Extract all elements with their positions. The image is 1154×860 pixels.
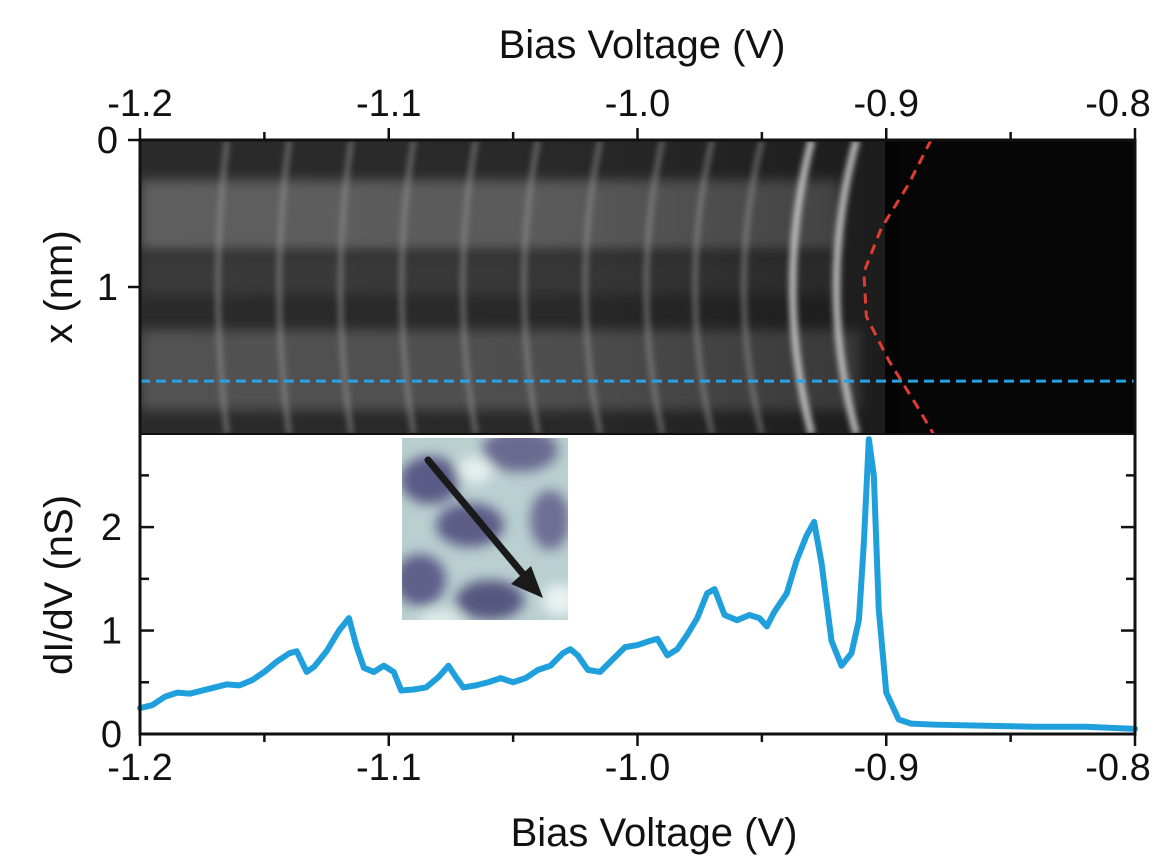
dIdV-series-line [137,436,1138,732]
top-x-tick-label: -1.1 [356,83,421,125]
bottom-x-axis-title: Bias Voltage (V) [511,811,798,855]
top-x-tick-labels: -1.2 -1.1 -1.0 -0.9 -0.8 [107,83,1150,125]
bottom-y-tick-label: 2 [101,507,122,549]
heatmap-texture [140,140,900,434]
top-y-axis-title: x (nm) [37,230,81,343]
bottom-x-tick-label: -1.2 [107,747,172,789]
bottom-x-tick-label: -0.8 [1085,747,1150,789]
heatmap-panel [140,140,1135,434]
arrow-head-icon [511,566,543,598]
top-y-tick-label: 1 [97,267,118,309]
top-x-tick-label: -0.8 [1085,83,1150,125]
scan-direction-arrow [424,456,532,584]
tick-marks [128,128,1137,746]
bottom-y-tick-label: 0 [101,714,122,756]
band-edge-curve [862,140,935,434]
bottom-x-tick-label: -0.9 [854,747,919,789]
bottom-x-tick-labels: -1.2 -1.1 -1.0 -0.9 -0.8 [107,747,1150,789]
bottom-x-tick-label: -1.0 [605,747,670,789]
top-x-tick-label: -0.9 [854,83,919,125]
top-y-tick-labels: 01 [97,120,118,309]
bottom-y-tick-labels: 0 1 2 [101,507,122,756]
top-x-tick-label: -1.0 [605,83,670,125]
top-y-tick-label: 0 [97,120,118,162]
spectrum-panel [137,434,1138,734]
topography-inset [402,438,568,620]
top-x-axis-title: Bias Voltage (V) [499,23,786,67]
bottom-y-axis-title: dI/dV (nS) [37,495,81,675]
spectrum-plot-area [140,434,1135,734]
top-x-tick-label: -1.2 [107,83,172,125]
bottom-y-tick-label: 1 [101,611,122,653]
bottom-x-tick-label: -1.1 [356,747,421,789]
